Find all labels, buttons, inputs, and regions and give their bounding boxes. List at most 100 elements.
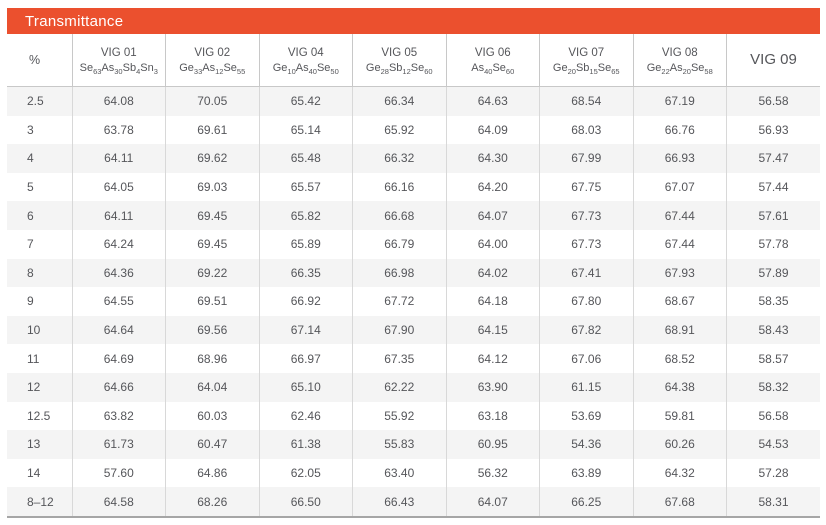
- value-cell: 67.35: [352, 344, 447, 373]
- row-label: 10: [7, 315, 73, 345]
- column-formula: Ge33As12Se55: [179, 62, 246, 77]
- column-formula: Ge10As40Se50: [272, 62, 339, 77]
- value-cell: 64.04: [165, 372, 260, 402]
- value-cell: 58.31: [726, 487, 820, 518]
- value-cell: 66.98: [352, 258, 447, 288]
- value-cell: 69.45: [165, 201, 260, 230]
- value-cell: 66.93: [633, 144, 727, 173]
- value-cell: 55.83: [352, 430, 447, 459]
- table-row: 6 64.11 69.45 65.82 66.68 64.07 67.73 67.44 57.6…: [7, 201, 820, 230]
- value-cell: 66.68: [352, 201, 447, 230]
- value-cell: 60.26: [633, 430, 727, 459]
- value-cell: 66.76: [633, 115, 727, 145]
- header-row: % VIG 01 Se63As30Sb4Sn3 VIG 02 Ge33As12Se55 V…: [7, 34, 820, 87]
- table-row: 8 64.36 69.22 66.35 66.98 64.02 67.41 67.93 57.8…: [7, 258, 820, 288]
- table-row: 5 64.05 69.03 65.57 66.16 64.20 67.75 67.07 57.4…: [7, 172, 820, 202]
- value-cell: 69.51: [165, 287, 260, 316]
- value-cell: 56.32: [446, 458, 540, 488]
- value-cell: 67.73: [539, 201, 634, 230]
- column-label: VIG 01: [100, 47, 137, 60]
- column-label: VIG 08: [661, 47, 698, 60]
- row-label: 13: [7, 430, 73, 459]
- value-cell: 64.24: [72, 229, 166, 259]
- value-cell: 58.43: [758, 323, 789, 338]
- value-cell: 65.57: [259, 172, 353, 202]
- value-cell: 67.73: [539, 229, 634, 259]
- value-cell: 66.35: [259, 258, 353, 288]
- value-cell: 69.22: [165, 258, 260, 288]
- value-cell: 53.69: [539, 401, 634, 431]
- value-cell: 65.89: [259, 229, 353, 259]
- value-cell: 67.99: [539, 144, 634, 173]
- value-cell: 64.05: [72, 172, 166, 202]
- table-row: 3 63.78 69.61 65.14 65.92 64.09 68.03 66.76 56.9…: [7, 115, 820, 145]
- column-formula: Se63As30Sb4Sn3: [79, 62, 158, 77]
- value-cell: 58.35: [758, 294, 789, 309]
- value-cell: 61.73: [72, 430, 166, 459]
- value-cell: 62.46: [259, 401, 353, 431]
- value-cell: 64.32: [633, 458, 727, 488]
- value-cell: 65.48: [259, 144, 353, 173]
- value-cell: 60.47: [165, 430, 260, 459]
- table-body: 2.5 64.08 70.05 65.42 66.34 64.63 68.54 67.19 56…: [7, 86, 820, 518]
- value-cell: 66.50: [259, 487, 353, 518]
- value-cell: 65.14: [259, 115, 353, 145]
- column-formula: Ge20Sb15Se65: [552, 62, 620, 77]
- value-cell: 57.89: [758, 265, 789, 280]
- column-header-vig-07: VIG 07 Ge20Sb15Se65: [539, 34, 634, 87]
- table-row: 13 61.73 60.47 61.38 55.83 60.95 54.36 60.26 54.…: [7, 430, 820, 459]
- value-cell: 64.66: [72, 372, 166, 402]
- value-cell: 67.80: [539, 287, 634, 316]
- row-label: 14: [7, 458, 73, 488]
- value-cell: 64.09: [446, 115, 540, 145]
- table-row: 8–12 64.58 68.26 66.50 66.43 64.07 66.25 67.68 5…: [7, 487, 820, 518]
- value-cell: 57.78: [758, 237, 789, 252]
- value-cell: 64.00: [446, 229, 540, 259]
- value-cell: 67.06: [539, 344, 634, 373]
- row-label: 12: [7, 372, 73, 402]
- value-cell: 64.07: [446, 201, 540, 230]
- value-cell: 65.82: [259, 201, 353, 230]
- value-cell: 64.20: [446, 172, 540, 202]
- value-cell: 68.67: [633, 287, 727, 316]
- column-label: VIG 02: [194, 47, 231, 60]
- column-formula: As40Se60: [471, 62, 515, 77]
- table-row: 11 64.69 68.96 66.97 67.35 64.12 67.06 68.52 58.…: [7, 344, 820, 373]
- value-cell: 61.38: [259, 430, 353, 459]
- column-header-vig-05: VIG 05 Ge28Sb12Se60: [352, 34, 447, 87]
- value-cell: 65.42: [259, 86, 353, 116]
- title-banner: Transmittance: [7, 8, 820, 34]
- value-cell: 66.79: [352, 229, 447, 259]
- value-cell: 67.07: [633, 172, 727, 202]
- column-header-percent: %: [7, 34, 73, 87]
- table-title: Transmittance: [25, 12, 124, 30]
- value-cell: 64.55: [72, 287, 166, 316]
- value-cell: 64.11: [72, 201, 166, 230]
- value-cell: 61.15: [539, 372, 634, 402]
- value-cell: 60.03: [165, 401, 260, 431]
- row-label: 8–12: [7, 487, 73, 518]
- table-row: 10 64.64 69.56 67.14 67.90 64.15 67.82 68.91 58.…: [7, 315, 820, 345]
- value-cell: 69.56: [165, 315, 260, 345]
- row-label: 5: [7, 172, 73, 202]
- value-cell: 67.44: [633, 201, 727, 230]
- row-label: 6: [7, 201, 73, 230]
- value-cell: 63.40: [352, 458, 447, 488]
- value-cell: 67.44: [633, 229, 727, 259]
- value-cell: 65.10: [259, 372, 353, 402]
- value-cell: 62.22: [352, 372, 447, 402]
- column-header-vig-08: VIG 08 Ge22As20Se58: [633, 34, 727, 87]
- row-label: 4: [7, 144, 73, 173]
- value-cell: 68.52: [633, 344, 727, 373]
- value-cell: 66.34: [352, 86, 447, 116]
- column-header-vig-01: VIG 01 Se63As30Sb4Sn3: [72, 34, 166, 87]
- value-cell: 67.72: [352, 287, 447, 316]
- value-cell: 66.97: [259, 344, 353, 373]
- column-header-vig-02: VIG 02 Ge33As12Se55: [165, 34, 260, 87]
- table-row: 4 64.11 69.62 65.48 66.32 64.30 67.99 66.93 57.4…: [7, 144, 820, 173]
- value-cell: 64.69: [72, 344, 166, 373]
- value-cell: 67.19: [633, 86, 727, 116]
- value-cell: 64.36: [72, 258, 166, 288]
- value-cell: 68.26: [165, 487, 260, 518]
- value-cell: 58.32: [758, 380, 789, 395]
